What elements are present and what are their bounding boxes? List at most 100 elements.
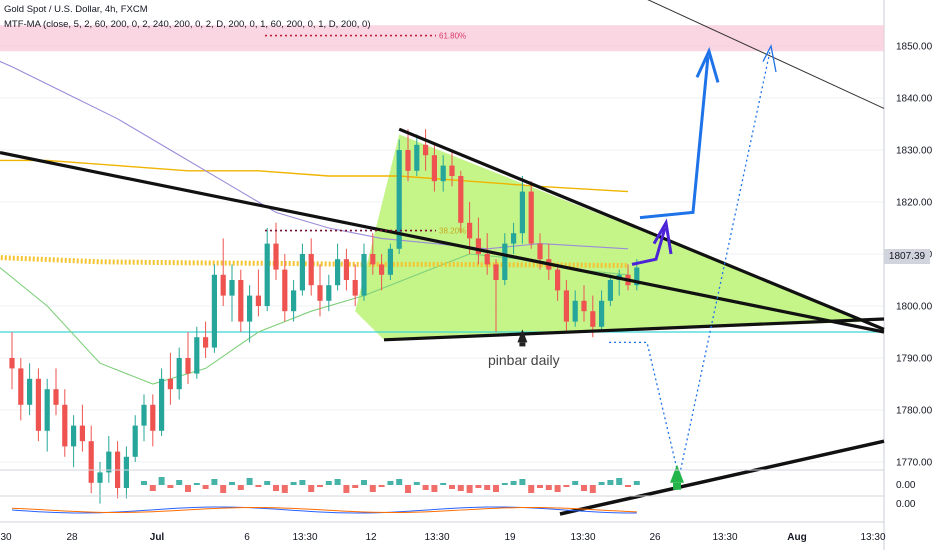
ac-bar [431,485,438,492]
candle-body [387,248,393,275]
candle-body [555,269,561,291]
candle-body [484,254,490,265]
candle-body [405,150,411,171]
ac-bar [616,478,623,485]
green-up-marker [670,464,684,483]
candle-body [361,254,367,296]
green-up-marker-stem [673,482,681,490]
ac-bar [405,485,411,493]
time-tick-label: 13:30 [292,532,317,543]
candle-body [53,389,59,405]
ac-bar [449,485,455,489]
ac-bar [334,479,341,485]
candle-body [203,337,209,348]
upper-channel-line [647,0,885,109]
candle-body [88,441,94,483]
time-tick-label: 13:30 [570,532,595,543]
time-tick-label: 6 [244,532,250,543]
candle-body [255,295,261,306]
candle-body [502,243,508,280]
candle-body [317,285,323,301]
candle-body [79,425,85,442]
candle-body [423,144,429,156]
ac-bar [343,485,350,493]
candle-body [563,290,569,322]
candle-body [150,404,156,431]
macd-zero-label: 0.00 [896,499,916,510]
time-tick-label: 13:30 [860,532,885,543]
ac-bar [396,479,403,485]
current-price-tag: 1807.39 [884,249,930,264]
ac-bar [281,485,288,493]
candle-body [396,150,402,249]
candle-body [27,378,33,405]
candle-body [493,264,499,280]
price-tick-label: 1800.00 [896,302,932,313]
ac-bar [325,481,332,485]
candle-body [379,264,385,275]
chart-title: Gold Spot / U.S. Dollar, 4h, FXCM [4,4,148,15]
price-tick-label: 1840.00 [896,94,932,105]
candle-body [299,254,305,291]
ac-bar [475,485,482,488]
candle-body [35,378,41,431]
candle-body [414,144,420,171]
ac-bar [572,481,579,485]
candle-body [264,243,270,306]
ac-bar [537,485,543,488]
candle-body [528,191,534,244]
oscillator-panes [0,469,884,523]
ac-bar [308,485,315,492]
ac-zero-label: 0.00 [896,480,916,491]
candle-body [194,337,200,374]
pinbar-daily-label: pinbar daily [488,352,560,368]
bullish-arrowhead [695,46,720,83]
ac-bar [501,483,508,485]
candle-body [229,280,235,296]
candle-body [62,404,68,447]
time-tick-label: 12 [365,532,377,543]
ac-bar [440,483,447,485]
candle-body [44,389,50,431]
candle-body [71,425,77,447]
candle-body [176,358,182,390]
ac-bar [176,480,183,485]
ac-bar [246,478,253,485]
ac-bar [193,483,200,485]
ac-bar [264,481,271,485]
price-tick-label: 1780.00 [896,406,932,417]
candle-body [9,358,15,369]
ac-bar [413,482,420,485]
ac-bar [352,485,359,488]
candle-body [431,155,437,182]
ac-bar [149,485,156,491]
candle-body [590,311,596,327]
ac-bar [158,477,165,485]
fib-618-label: 61.80% [439,32,466,41]
candle-body [326,285,332,301]
price-tick-label: 1820.00 [896,198,932,209]
candle-body [273,243,279,270]
candle-body [141,404,147,426]
trendlines [0,0,885,516]
time-tick-label: Aug [787,532,806,543]
ac-bar [361,480,367,485]
dotted-arrowhead [762,44,777,73]
candle-body [335,259,341,286]
candle-body [159,378,165,431]
ma-dots-line [0,255,629,268]
ac-bar [185,485,191,492]
ac-bar [625,485,631,487]
triangle-lower-line [383,317,885,342]
candle-body [467,222,473,239]
ac-bar [457,485,464,491]
ac-bar [519,479,526,485]
fib-levels [265,34,436,232]
ac-bar [229,482,235,485]
ac-bar [528,485,535,493]
candle-body [167,378,173,390]
ac-bar [167,485,174,488]
time-tick-label: 30 [0,532,12,543]
price-tick-label: 1850.00 [896,42,932,53]
